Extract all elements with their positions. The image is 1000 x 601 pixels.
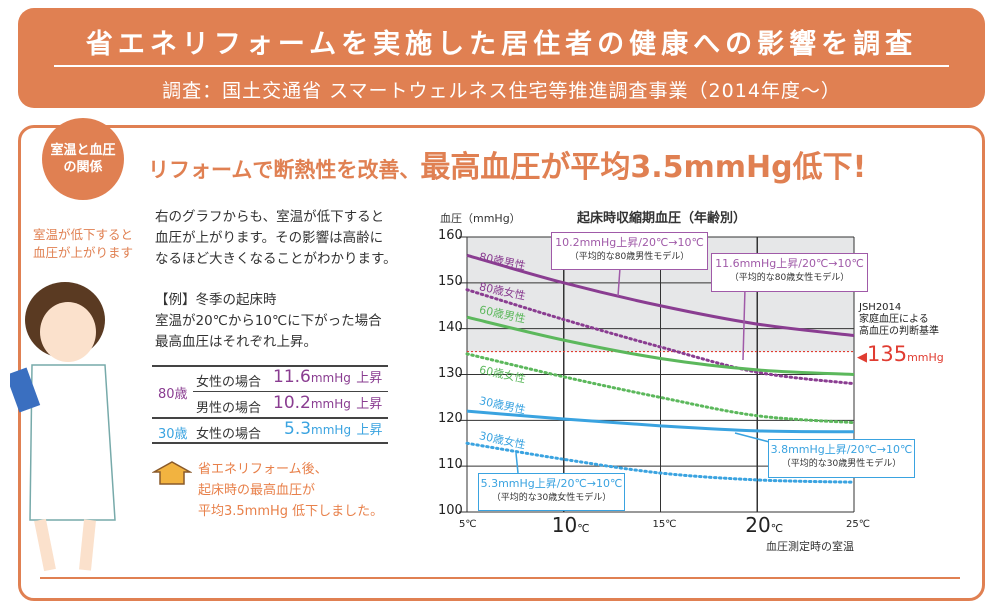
increase-value: 10.2mmHg 上昇 bbox=[273, 393, 383, 413]
note-line: 高血圧の判断基準 bbox=[859, 326, 939, 337]
x-tick-label: 25℃ bbox=[846, 519, 870, 530]
side-note: 室温が低下すると 血圧が上がります bbox=[28, 226, 138, 262]
callout-pointer bbox=[515, 452, 519, 474]
increase-value: 11.6mmHg 上昇 bbox=[273, 367, 383, 387]
text-line: 起床時の最高血圧が bbox=[198, 483, 316, 498]
y-tick-label: 140 bbox=[438, 319, 463, 335]
house-icon bbox=[152, 461, 192, 485]
y-tick-label: 160 bbox=[438, 228, 463, 243]
y-tick-label: 150 bbox=[438, 273, 463, 289]
reference-label: ◀135mmHg bbox=[857, 342, 944, 366]
text-line: 室温が20℃から10℃に下がった場合 bbox=[155, 313, 382, 329]
y-tick-label: 100 bbox=[438, 503, 463, 518]
x-axis-label: 血圧測定時の室温 bbox=[766, 540, 854, 553]
callout-pointer bbox=[617, 267, 621, 297]
y-tick-label: 120 bbox=[438, 411, 463, 427]
page-subtitle: 調査：国土交通省 スマートウェルネス住宅等推進調査事業（2014年度〜） bbox=[162, 80, 841, 102]
series-line bbox=[466, 253, 855, 338]
divider bbox=[54, 65, 949, 67]
y-tick-label: 110 bbox=[438, 457, 463, 473]
arrow-left-icon: ◀ bbox=[857, 350, 867, 365]
case-label: 女性の場合 bbox=[196, 427, 262, 442]
header-banner: 省エネリフォームを実施した居住者の健康への影響を調査 調査：国土交通省 スマート… bbox=[18, 8, 985, 108]
text-line: 省エネリフォーム後、 bbox=[198, 462, 328, 477]
note-line: JSH2014 bbox=[859, 302, 902, 313]
y-tick-label: 130 bbox=[438, 365, 463, 381]
headline-part1: リフォームで断熱性を改善、 bbox=[148, 158, 421, 182]
badge-line2: の関係 bbox=[63, 160, 103, 175]
text-line: 【例】冬季の起床時 bbox=[155, 292, 277, 308]
text-line: 右のグラフからも、室温が低下すると bbox=[155, 209, 385, 225]
case-label: 男性の場合 bbox=[196, 401, 262, 416]
reference-note: JSH2014 家庭血圧による 高血圧の判断基準 bbox=[859, 302, 939, 338]
series-line bbox=[465, 352, 856, 425]
callout-pointer bbox=[742, 287, 746, 361]
headline: リフォームで断熱性を改善、最高血圧が平均3.5mmHg低下! bbox=[148, 142, 866, 186]
annotation-30-female: 5.3mmHg上昇/20℃→10℃ （平均的な30歳女性モデル） bbox=[478, 473, 625, 511]
series-line bbox=[466, 409, 855, 434]
series-line bbox=[465, 288, 856, 386]
series-line bbox=[465, 441, 856, 484]
age-label: 80歳 bbox=[158, 387, 188, 402]
case-label: 女性の場合 bbox=[196, 375, 262, 390]
reference-value: 135 bbox=[867, 342, 908, 366]
note-line: 家庭血圧による bbox=[859, 314, 929, 325]
text-line: なるほど大きくなることがわかります。 bbox=[155, 251, 397, 267]
badge-line1: 室温と血圧 bbox=[50, 143, 116, 158]
section-badge: 室温と血圧 の関係 bbox=[42, 118, 124, 200]
text-line: 血圧が上がります。その影響は高齢に bbox=[155, 230, 384, 246]
annotation-30-male: 3.8mmHg上昇/20℃→10℃ （平均的な30歳男性モデル） bbox=[768, 439, 915, 478]
y-axis-label: 血圧（mmHg） bbox=[440, 212, 521, 225]
side-note-line2: 血圧が上がります bbox=[32, 245, 133, 260]
page-title: 省エネリフォームを実施した居住者の健康への影響を調査 bbox=[85, 29, 918, 60]
series-line bbox=[466, 315, 855, 376]
text-line: 平均3.5mmHg 低下しました。 bbox=[198, 504, 384, 519]
x-tick-label: 5℃ bbox=[459, 519, 477, 530]
annotation-80-male: 10.2mmHg上昇/20℃→10℃ （平均的な80歳男性モデル） bbox=[551, 232, 708, 270]
headline-part2: 最高血圧が平均3.5mmHg低下! bbox=[420, 150, 867, 185]
x-tick-label: 10℃ bbox=[551, 513, 590, 537]
x-tick-label: 20℃ bbox=[745, 513, 784, 537]
description: 右のグラフからも、室温が低下すると 血圧が上がります。その影響は高齢に なるほど… bbox=[155, 207, 397, 353]
age-label: 30歳 bbox=[158, 427, 188, 442]
x-tick-label: 15℃ bbox=[652, 519, 677, 530]
conclusion: 省エネリフォーム後、 起床時の最高血圧が 平均3.5mmHg 低下しました。 bbox=[198, 459, 383, 522]
chart-title: 起床時収縮期血圧（年齢別） bbox=[577, 211, 747, 226]
reference-unit: mmHg bbox=[907, 351, 944, 364]
annotation-80-female: 11.6mmHg上昇/20℃→10℃ （平均的な80歳女性モデル） bbox=[711, 253, 868, 292]
increase-value: 5.3mmHg 上昇 bbox=[284, 419, 383, 439]
text-line: 最高血圧はそれぞれ上昇。 bbox=[155, 334, 317, 350]
nurse-illustration bbox=[10, 282, 116, 572]
side-note-line1: 室温が低下すると bbox=[32, 227, 133, 242]
